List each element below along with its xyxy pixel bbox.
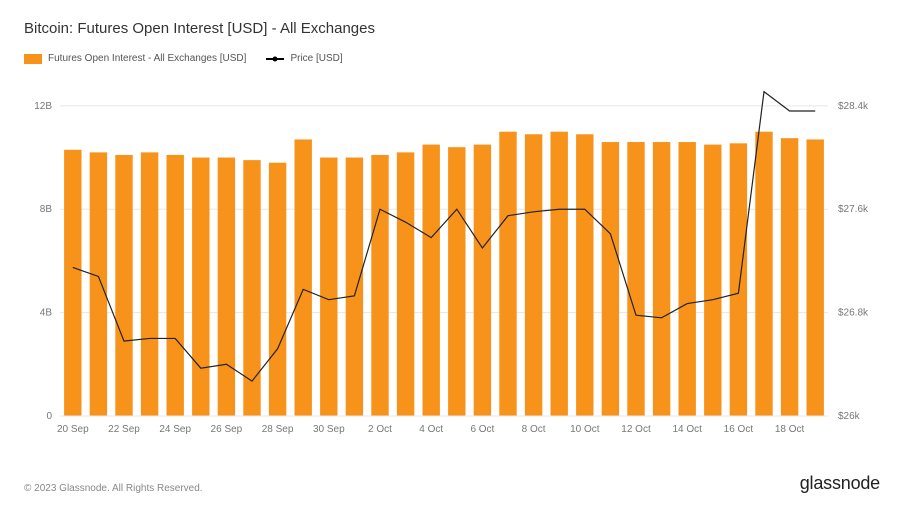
- svg-text:8 Oct: 8 Oct: [522, 424, 546, 435]
- svg-text:28 Sep: 28 Sep: [262, 424, 294, 435]
- svg-text:26 Sep: 26 Sep: [211, 424, 243, 435]
- svg-text:10 Oct: 10 Oct: [570, 424, 600, 435]
- legend-item-line: Price [USD]: [266, 53, 342, 64]
- chart-title: Bitcoin: Futures Open Interest [USD] - A…: [24, 20, 880, 37]
- svg-text:0: 0: [46, 411, 52, 422]
- svg-text:22 Sep: 22 Sep: [108, 424, 140, 435]
- svg-text:16 Oct: 16 Oct: [724, 424, 754, 435]
- chart-area: 0 4B 8B 12B $26k $26.8k $27.6k $28.4k 20 Sep 22 S…: [24, 74, 880, 449]
- svg-text:$26.8k: $26.8k: [838, 308, 869, 319]
- svg-text:18 Oct: 18 Oct: [775, 424, 805, 435]
- svg-text:4 Oct: 4 Oct: [419, 424, 443, 435]
- svg-text:$26k: $26k: [838, 411, 861, 422]
- legend-label-bars: Futures Open Interest - All Exchanges [U…: [48, 53, 246, 64]
- svg-text:$28.4k: $28.4k: [838, 101, 869, 112]
- svg-text:12 Oct: 12 Oct: [621, 424, 651, 435]
- legend-label-line: Price [USD]: [290, 53, 342, 64]
- bar-swatch: [24, 54, 42, 64]
- svg-text:$27.6k: $27.6k: [838, 204, 869, 215]
- chart-svg: 0 4B 8B 12B $26k $26.8k $27.6k $28.4k 20 Sep 22 S…: [24, 74, 880, 444]
- svg-text:8B: 8B: [40, 204, 53, 215]
- legend: Futures Open Interest - All Exchanges [U…: [24, 53, 880, 64]
- svg-text:2 Oct: 2 Oct: [368, 424, 392, 435]
- svg-text:24 Sep: 24 Sep: [159, 424, 191, 435]
- svg-text:4B: 4B: [40, 308, 53, 319]
- svg-text:14 Oct: 14 Oct: [672, 424, 702, 435]
- brand-logo: glassnode: [800, 473, 880, 494]
- legend-item-bars: Futures Open Interest - All Exchanges [U…: [24, 53, 246, 64]
- line-swatch: [266, 58, 284, 60]
- svg-text:12B: 12B: [34, 101, 52, 112]
- copyright-text: © 2023 Glassnode. All Rights Reserved.: [24, 483, 203, 494]
- svg-text:30 Sep: 30 Sep: [313, 424, 345, 435]
- svg-text:6 Oct: 6 Oct: [470, 424, 494, 435]
- svg-text:20 Sep: 20 Sep: [57, 424, 89, 435]
